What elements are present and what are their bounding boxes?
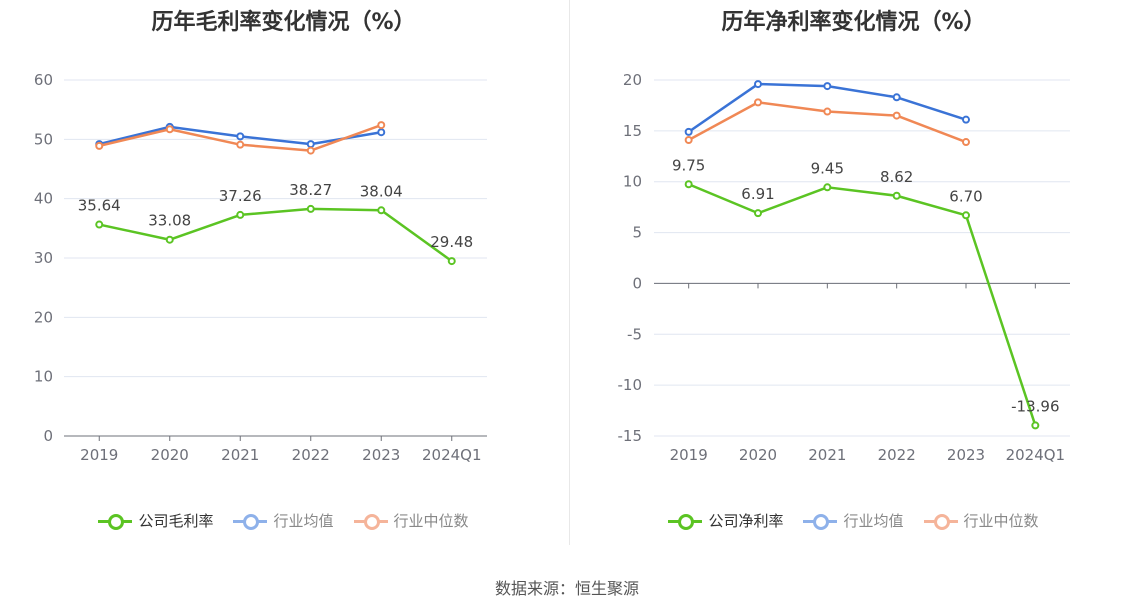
y-tick-label: -15: [618, 427, 643, 445]
net-margin-panel: 历年净利率变化情况（%） -15 -10 -5 0 5 10 15 20 2019 2020 202…: [570, 0, 1134, 545]
x-tick-label: 2023: [362, 446, 400, 464]
gross-margin-chart: 0 10 20 30 40 50 60 2019 2020 2021 2022 2023 2024Q1 3…: [34, 71, 487, 464]
data-point-company: [306, 204, 315, 213]
legend-label: 公司毛利率: [138, 512, 214, 530]
data-label: 38.04: [360, 182, 403, 200]
y-tick-label: 60: [34, 71, 53, 89]
x-tick-label: 2019: [670, 446, 708, 464]
x-tick-label: 2021: [808, 446, 846, 464]
data-point-company: [95, 220, 104, 229]
legend-industry-avg[interactable]: 行业均值: [803, 510, 904, 531]
data-point-industry-avg: [754, 80, 762, 89]
data-point-industry-median: [892, 111, 901, 120]
data-label: 35.64: [78, 197, 121, 215]
data-point-industry-median: [377, 121, 386, 130]
legend-label: 行业均值: [273, 512, 334, 530]
data-point-industry-avg: [892, 93, 901, 102]
data-point-company: [377, 206, 386, 215]
data-label: 8.62: [880, 168, 913, 186]
data-point-industry-avg: [823, 82, 832, 91]
y-tick-label: 0: [632, 274, 642, 292]
data-label: 9.45: [811, 159, 844, 177]
data-label: 9.75: [672, 156, 705, 174]
x-tick-label: 2023: [947, 446, 985, 464]
data-point-industry-avg: [962, 115, 970, 124]
legend-label: 行业中位数: [393, 512, 469, 530]
data-point-industry-avg: [236, 132, 245, 141]
y-tick-label: 50: [34, 130, 53, 148]
chart-title: 历年净利率变化情况（%）: [721, 10, 986, 35]
data-point-industry-median: [306, 146, 315, 155]
data-point-company: [165, 235, 174, 244]
chart-legend: 公司净利率 行业均值 行业中位数: [570, 510, 1134, 531]
y-tick-label: 20: [34, 308, 53, 326]
y-tick-label: 30: [34, 249, 53, 267]
data-point-industry-median: [754, 98, 762, 107]
data-point-industry-avg: [306, 140, 315, 149]
y-tick-label: 10: [34, 368, 53, 386]
data-point-company: [962, 211, 970, 220]
legend-label: 行业均值: [843, 512, 904, 530]
y-tick-label: 5: [632, 224, 642, 242]
data-label: 29.48: [430, 233, 473, 251]
chart-title: 历年毛利率变化情况（%）: [151, 10, 416, 35]
data-source: 数据来源：恒生聚源: [494, 579, 639, 598]
y-tick-label: 0: [43, 427, 53, 445]
data-point-company: [754, 209, 762, 218]
data-point-industry-median: [165, 125, 174, 134]
line-circle-icon: [668, 513, 703, 530]
y-tick-label: -10: [618, 376, 643, 394]
data-point-company: [684, 180, 693, 189]
legend-label: 公司净利率: [708, 512, 784, 530]
data-label: 37.26: [219, 187, 262, 205]
gross-margin-panel: 历年毛利率变化情况（%） 0 10 20 30 40 50 60 2019 2020 2021 20…: [0, 0, 567, 545]
legend-industry-median[interactable]: 行业中位数: [923, 510, 1039, 531]
line-circle-icon: [353, 513, 388, 530]
series-line-company: [98, 207, 453, 263]
y-tick-label: 20: [623, 71, 642, 89]
chart-legend: 公司毛利率 行业均值 行业中位数: [0, 510, 567, 531]
x-tick-label: 2020: [739, 446, 777, 464]
legend-industry-avg[interactable]: 行业均值: [233, 510, 334, 531]
x-tick-label: 2024Q1: [422, 446, 482, 464]
data-point-industry-median: [684, 136, 693, 145]
line-circle-icon: [233, 513, 268, 530]
y-tick-label: -5: [627, 325, 642, 343]
data-point-company: [447, 257, 456, 266]
series-line-company: [688, 183, 1037, 426]
y-tick-label: 40: [34, 190, 53, 208]
data-point-industry-avg: [684, 127, 693, 136]
data-point-industry-median: [962, 138, 970, 147]
legend-label: 行业中位数: [963, 512, 1039, 530]
data-point-industry-avg: [377, 128, 386, 137]
data-point-company: [236, 210, 245, 219]
data-label: 6.91: [741, 185, 774, 203]
data-point-industry-median: [823, 107, 832, 116]
data-point-company: [1031, 421, 1040, 430]
data-label: 6.70: [949, 187, 982, 205]
x-tick-label: 2019: [80, 446, 118, 464]
panel-divider: [569, 0, 570, 545]
legend-industry-median[interactable]: 行业中位数: [353, 510, 469, 531]
legend-company-net[interactable]: 公司净利率: [668, 510, 783, 531]
data-label: 38.27: [289, 181, 332, 199]
data-point-company: [823, 183, 832, 192]
data-label: 33.08: [148, 212, 191, 230]
data-point-company: [892, 191, 901, 200]
net-margin-chart: -15 -10 -5 0 5 10 15 20 2019 2020 2021 2022 2023 2024…: [618, 71, 1070, 464]
line-circle-icon: [98, 513, 133, 530]
data-point-industry-median: [236, 140, 245, 149]
line-circle-icon: [803, 513, 838, 530]
line-circle-icon: [923, 513, 958, 530]
data-point-industry-median: [95, 141, 104, 150]
x-tick-label: 2020: [151, 446, 189, 464]
x-tick-label: 2021: [221, 446, 259, 464]
legend-company-gross[interactable]: 公司毛利率: [98, 510, 213, 531]
y-tick-label: 10: [623, 173, 642, 191]
y-tick-label: 15: [623, 122, 642, 140]
data-label: -13.96: [1011, 397, 1059, 415]
x-tick-label: 2022: [292, 446, 330, 464]
x-tick-label: 2022: [878, 446, 916, 464]
x-tick-label: 2024Q1: [1006, 446, 1066, 464]
